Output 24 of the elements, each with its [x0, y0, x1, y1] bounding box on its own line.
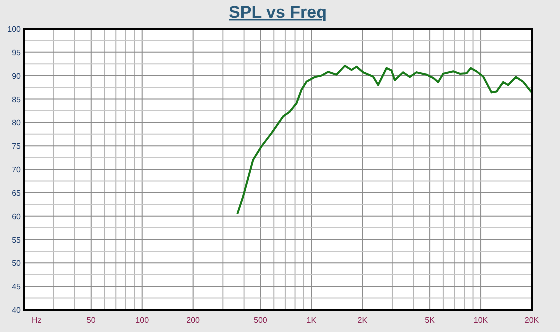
x-tick-label: 50	[86, 316, 96, 325]
x-tick-label: 200	[186, 316, 201, 325]
y-tick-label: 40	[12, 306, 22, 315]
x-axis-title: Hz	[32, 316, 42, 325]
x-tick-label: 2K	[358, 316, 368, 325]
y-tick-label: 100	[8, 25, 22, 34]
y-tick-label: 55	[12, 236, 22, 245]
x-tick-label: 5K	[425, 316, 436, 325]
x-tick-label: 1K	[306, 316, 318, 325]
y-tick-label: 65	[12, 188, 22, 198]
y-tick-label: 80	[12, 118, 22, 128]
x-tick-label: 100	[136, 316, 150, 325]
x-tick-label: 10K	[474, 316, 489, 325]
chart-title: SPL vs Freq	[229, 3, 327, 22]
y-tick-label: 50	[12, 259, 22, 268]
y-tick-label: 95	[12, 48, 22, 58]
y-tick-label: 70	[12, 166, 22, 174]
y-tick-label: 85	[12, 95, 22, 104]
x-tick-label: 500	[254, 316, 268, 325]
x-tick-label: 20K	[524, 316, 540, 325]
y-tick-label: 75	[12, 142, 22, 152]
y-tick-label: 45	[12, 282, 22, 292]
y-tick-label: 60	[12, 212, 22, 222]
y-tick-label: 90	[12, 72, 22, 81]
